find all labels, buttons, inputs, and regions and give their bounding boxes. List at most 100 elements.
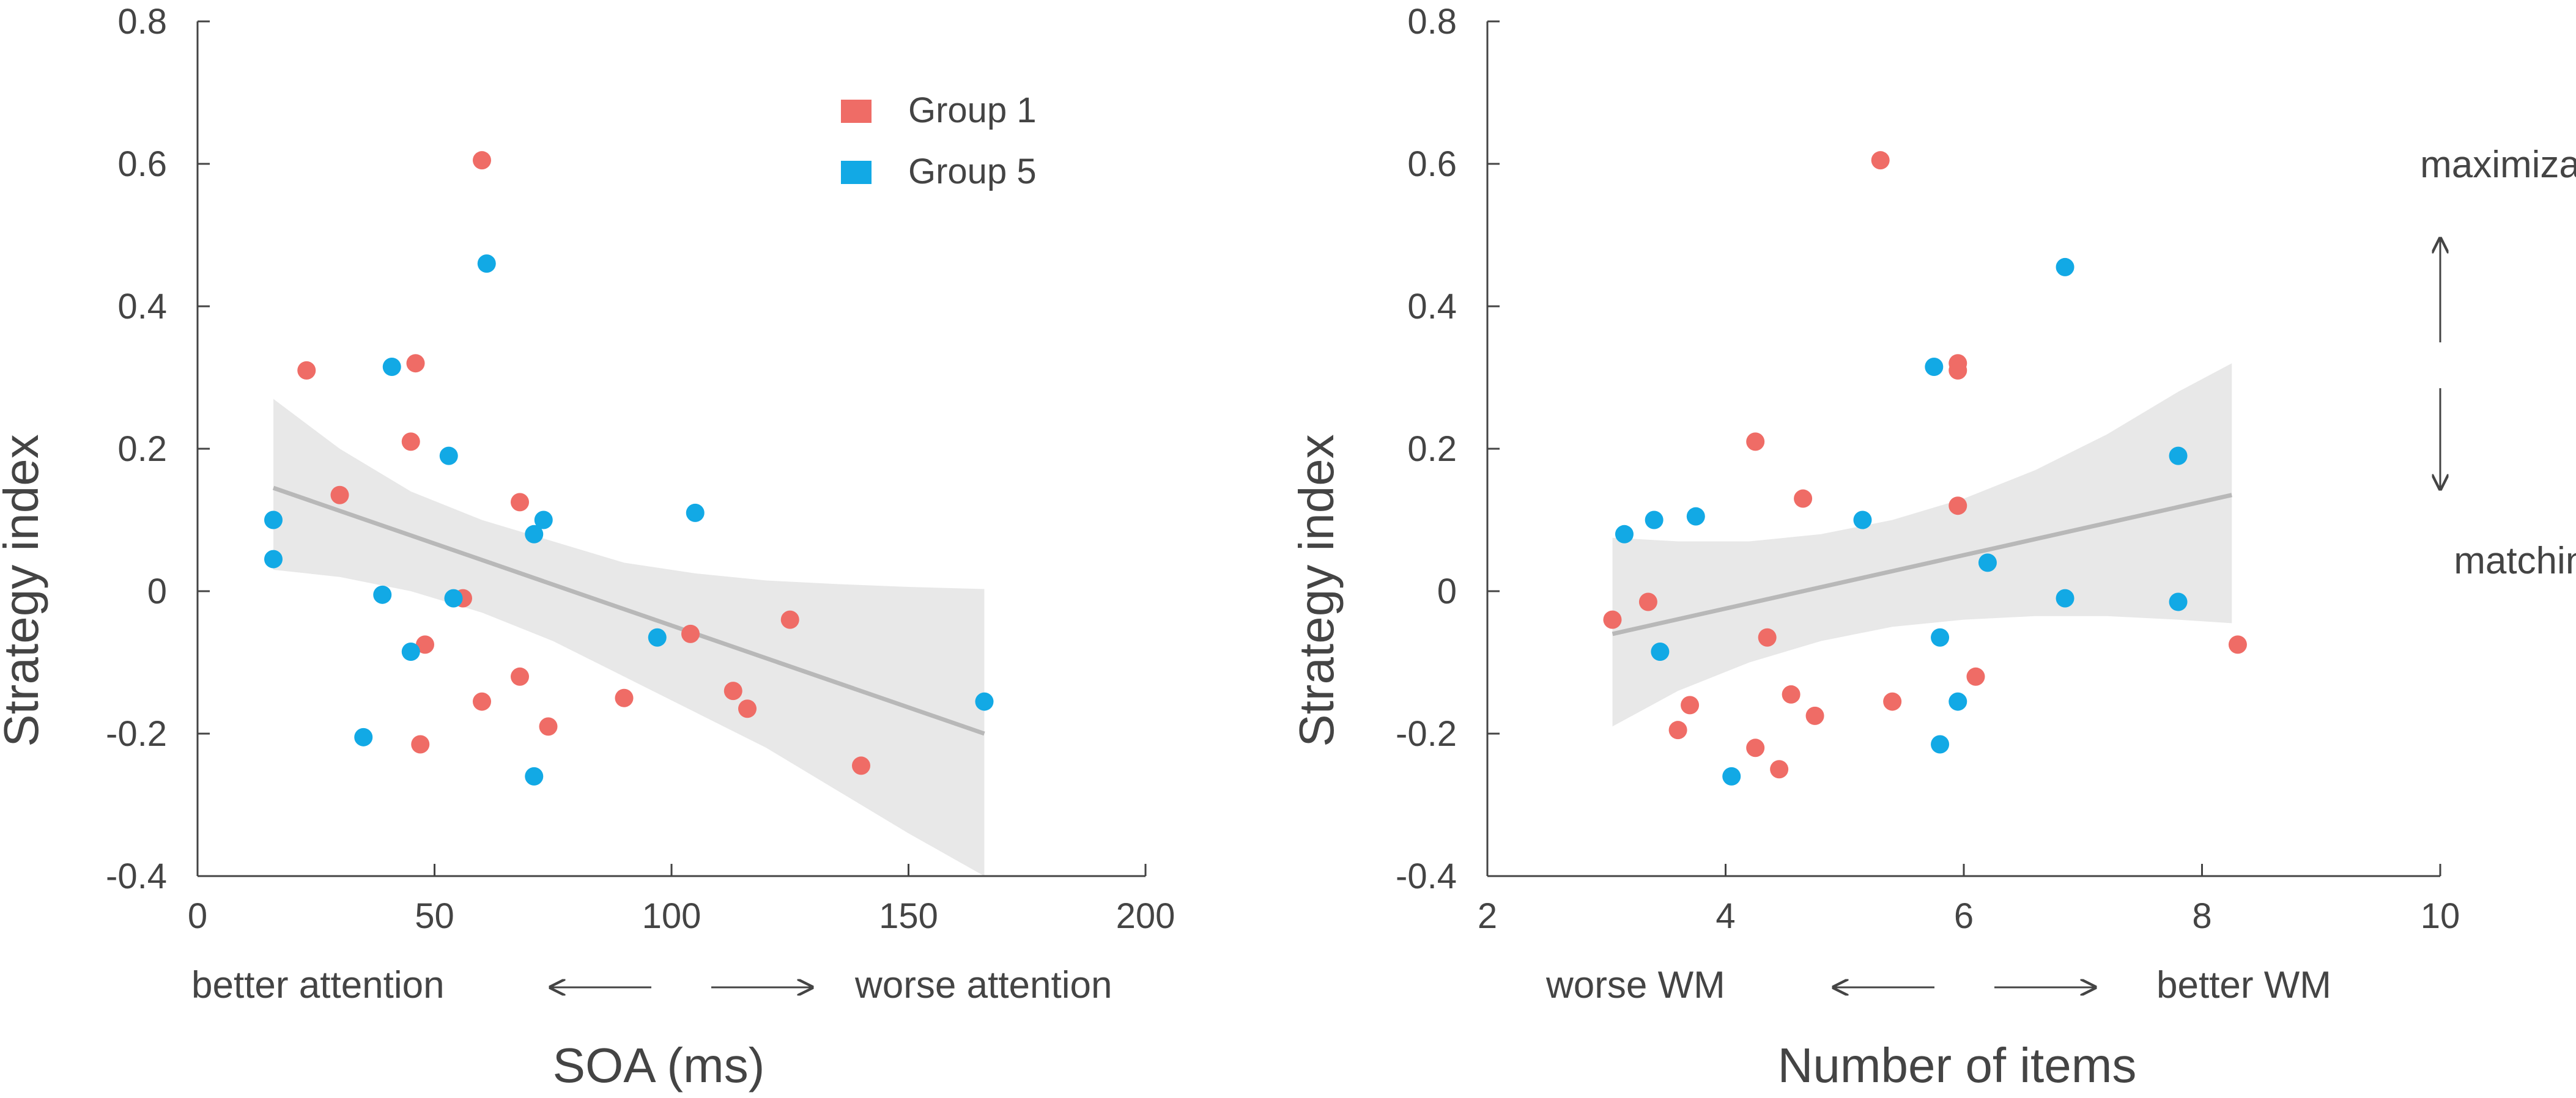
data-point-group-5 — [1931, 735, 1950, 754]
data-point-group-1 — [401, 432, 420, 451]
chart-panel-1: -0.4 -0.2 0 0.2 0.4 0.6 0.8 0 50 100 150 200 Group … — [0, 2, 1175, 1092]
legend-label-group-5: Group 5 — [908, 152, 1037, 191]
y-tick-label: 0.2 — [1407, 429, 1457, 469]
data-point-group-1 — [1883, 692, 1902, 711]
y-tick-label: 0.2 — [117, 429, 167, 469]
x-tick-label: 2 — [1478, 896, 1497, 936]
data-point-group-5 — [648, 628, 667, 647]
data-point-group-1 — [1871, 151, 1890, 170]
x-tick-label: 50 — [415, 896, 454, 936]
data-point-group-5 — [686, 503, 705, 522]
y-tick-label: 0.6 — [117, 144, 167, 184]
data-point-group-5 — [534, 510, 553, 529]
data-point-group-1 — [1746, 432, 1765, 451]
data-point-group-1 — [297, 361, 316, 380]
annotation-bottom: matching — [2454, 540, 2576, 582]
data-point-group-1 — [511, 493, 529, 512]
data-point-group-5 — [439, 446, 458, 465]
x-tick-label: 8 — [2192, 896, 2211, 936]
y-tick-label: -0.4 — [106, 857, 167, 896]
data-point-group-5 — [264, 510, 283, 529]
data-point-group-5 — [401, 643, 420, 661]
data-point-group-5 — [1651, 643, 1670, 661]
y-tick-label: 0.4 — [1407, 287, 1457, 326]
data-point-group-1 — [411, 735, 430, 754]
data-point-group-5 — [373, 585, 392, 604]
data-point-group-5 — [525, 767, 544, 786]
x-tick-label: 150 — [879, 896, 938, 936]
data-point-group-5 — [354, 728, 373, 746]
data-point-group-1 — [724, 682, 742, 701]
annotation-top: maximization — [2420, 144, 2576, 186]
data-point-group-1 — [1746, 739, 1765, 757]
x-tick-label: 4 — [1715, 896, 1735, 936]
data-point-group-1 — [1770, 760, 1789, 779]
data-point-group-1 — [1681, 696, 1700, 715]
confidence-band — [273, 399, 985, 876]
data-point-group-1 — [780, 610, 799, 629]
data-point-group-5 — [2056, 589, 2074, 608]
data-point-group-5 — [1686, 507, 1705, 526]
annotation-right: better WM — [2156, 964, 2331, 1006]
y-tick-label: 0.4 — [117, 287, 167, 326]
data-point-group-1 — [1758, 628, 1777, 647]
data-point-group-5 — [2056, 257, 2074, 276]
data-point-group-1 — [1949, 361, 1967, 380]
data-point-group-1 — [406, 354, 425, 373]
annotation-left: worse WM — [1545, 964, 1725, 1006]
y-tick-label: 0 — [147, 572, 167, 611]
data-point-group-1 — [1782, 685, 1801, 704]
data-point-group-5 — [2169, 446, 2188, 465]
data-point-group-5 — [477, 254, 496, 273]
data-point-group-5 — [444, 589, 463, 608]
data-point-group-5 — [1722, 767, 1741, 786]
x-tick-label: 200 — [1116, 896, 1175, 936]
data-point-group-1 — [738, 699, 757, 718]
data-point-group-5 — [382, 358, 401, 377]
data-point-group-1 — [1603, 610, 1622, 629]
y-tick-label: 0.8 — [1407, 2, 1457, 42]
data-point-group-1 — [1949, 496, 1967, 515]
data-point-group-5 — [1949, 692, 1967, 711]
confidence-band — [1612, 363, 2232, 727]
data-point-group-1 — [2228, 635, 2247, 654]
data-point-group-1 — [539, 717, 558, 736]
data-point-group-1 — [330, 485, 349, 504]
regression-line — [272, 485, 985, 736]
data-point-group-5 — [975, 692, 994, 711]
y-tick-label: -0.4 — [1396, 857, 1457, 896]
data-point-group-1 — [1668, 721, 1687, 740]
x-axis-title: SOA (ms) — [553, 1038, 765, 1092]
x-tick-label: 10 — [2421, 896, 2460, 936]
chart-panel-2: -0.4 -0.2 0 0.2 0.4 0.6 0.8 2 4 6 8 10 Strategy ind… — [1289, 2, 2576, 1092]
data-point-group-5 — [1615, 525, 1634, 543]
data-point-group-5 — [1645, 510, 1664, 529]
y-tick-label: -0.2 — [1396, 714, 1457, 754]
data-point-group-1 — [681, 624, 700, 643]
annotation-right: worse attention — [854, 964, 1112, 1006]
data-point-group-1 — [473, 692, 491, 711]
x-tick-label: 0 — [188, 896, 207, 936]
regression-line — [1612, 493, 2232, 636]
data-point-group-5 — [1931, 628, 1950, 647]
data-point-group-1 — [416, 635, 434, 654]
y-tick-label: 0 — [1437, 572, 1457, 611]
legend-swatch-group-1 — [841, 100, 872, 123]
data-point-group-1 — [852, 756, 870, 775]
data-point-group-1 — [511, 667, 529, 686]
data-point-group-5 — [1853, 510, 1872, 529]
y-tick-label: 0.8 — [117, 2, 167, 42]
data-point-group-5 — [2169, 592, 2188, 611]
data-point-group-1 — [1638, 592, 1657, 611]
data-point-group-5 — [264, 550, 283, 569]
x-tick-label: 100 — [642, 896, 701, 936]
y-axis-title: Strategy index — [0, 434, 48, 746]
x-tick-label: 6 — [1954, 896, 1974, 936]
data-point-group-1 — [1966, 667, 1985, 686]
legend-label-group-1: Group 1 — [908, 90, 1037, 130]
data-point-group-5 — [1978, 553, 1997, 572]
data-point-group-5 — [525, 525, 544, 543]
annotation-left: better attention — [191, 964, 445, 1006]
data-point-group-1 — [473, 151, 491, 170]
